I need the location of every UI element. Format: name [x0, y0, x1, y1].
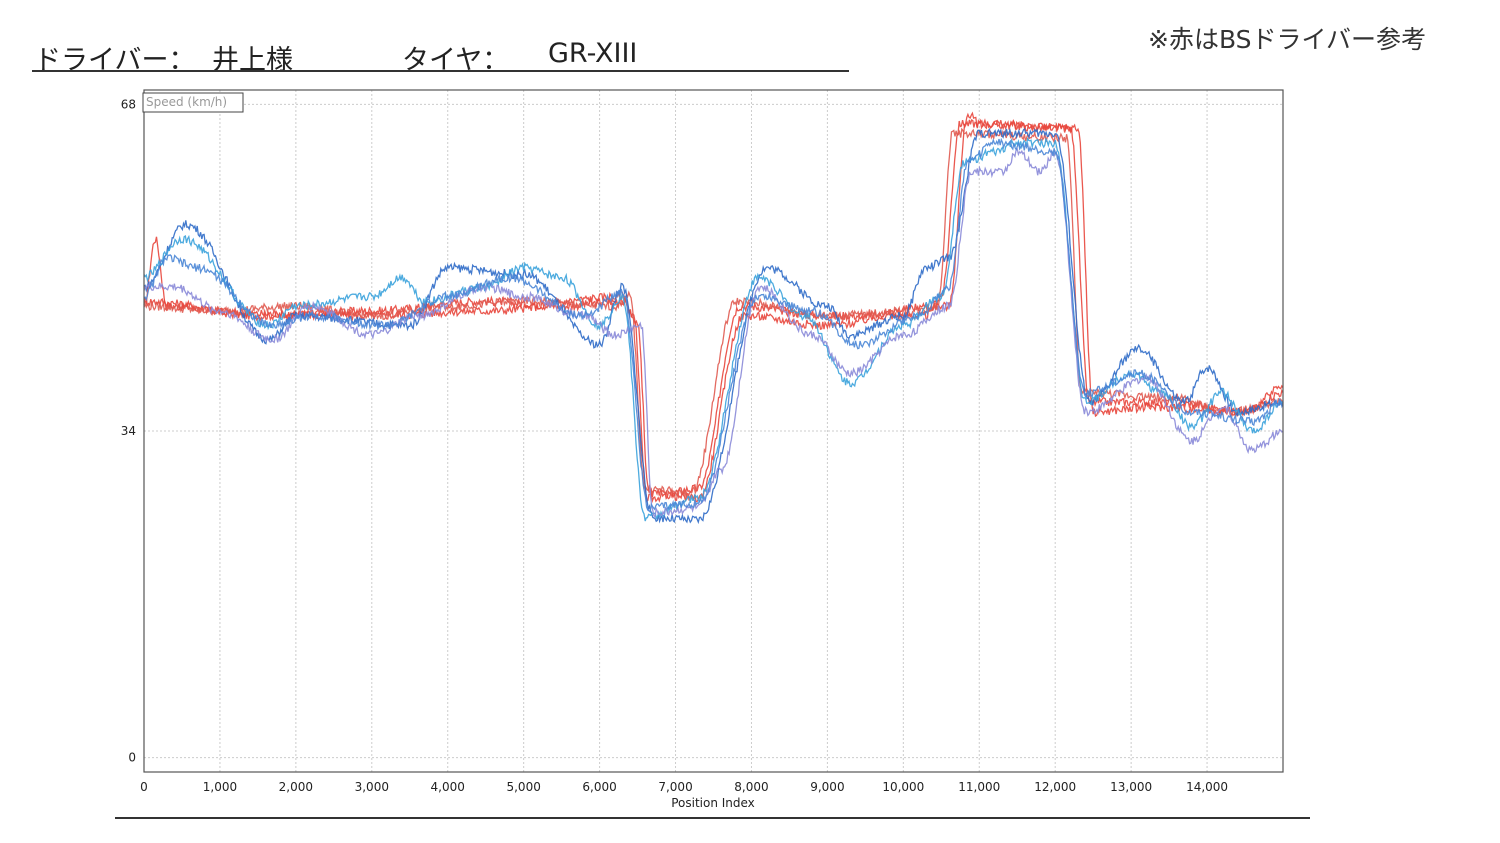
x-tick-label: 12,000 — [1034, 780, 1076, 794]
reference-note: ※赤はBSドライバー参考 — [1148, 25, 1427, 54]
x-axis-label: Position Index — [671, 796, 755, 810]
x-tick-label: 10,000 — [882, 780, 924, 794]
x-tick-label: 9,000 — [810, 780, 844, 794]
x-tick-label: 11,000 — [958, 780, 1000, 794]
x-tick-label: 3,000 — [355, 780, 389, 794]
header-underline — [32, 70, 849, 72]
series-lines — [143, 111, 1284, 525]
y-tick-label: 0 — [128, 751, 136, 765]
x-tick-label: 13,000 — [1110, 780, 1152, 794]
y-tick-label: 68 — [121, 97, 136, 111]
x-tick-label: 8,000 — [734, 780, 768, 794]
x-tick-label: 7,000 — [658, 780, 692, 794]
x-tick-label: 6,000 — [582, 780, 616, 794]
plot-frame — [143, 89, 1284, 773]
x-tick-label: 1,000 — [203, 780, 237, 794]
x-tick-label: 0 — [140, 780, 148, 794]
grid — [144, 90, 1283, 772]
x-tick-label: 4,000 — [431, 780, 465, 794]
y-tick-label: 34 — [121, 424, 136, 438]
x-tick-label: 14,000 — [1186, 780, 1228, 794]
series-line-4 — [143, 127, 1284, 525]
series-line-5 — [143, 136, 1284, 522]
x-tick-label: 5,000 — [506, 780, 540, 794]
x-tick-label: 2,000 — [279, 780, 313, 794]
series-line-7 — [143, 137, 1284, 514]
series-line-1 — [143, 119, 1284, 504]
legend-box — [142, 92, 244, 113]
legend-label: Speed (km/h) — [146, 95, 227, 109]
bottom-rule — [115, 817, 1310, 819]
tick-labels: 0 1,000 2,000 3,000 4,000 5,000 6,000 7,000 8,00… — [121, 97, 1228, 794]
tire-name: GR-XIII — [548, 38, 638, 69]
